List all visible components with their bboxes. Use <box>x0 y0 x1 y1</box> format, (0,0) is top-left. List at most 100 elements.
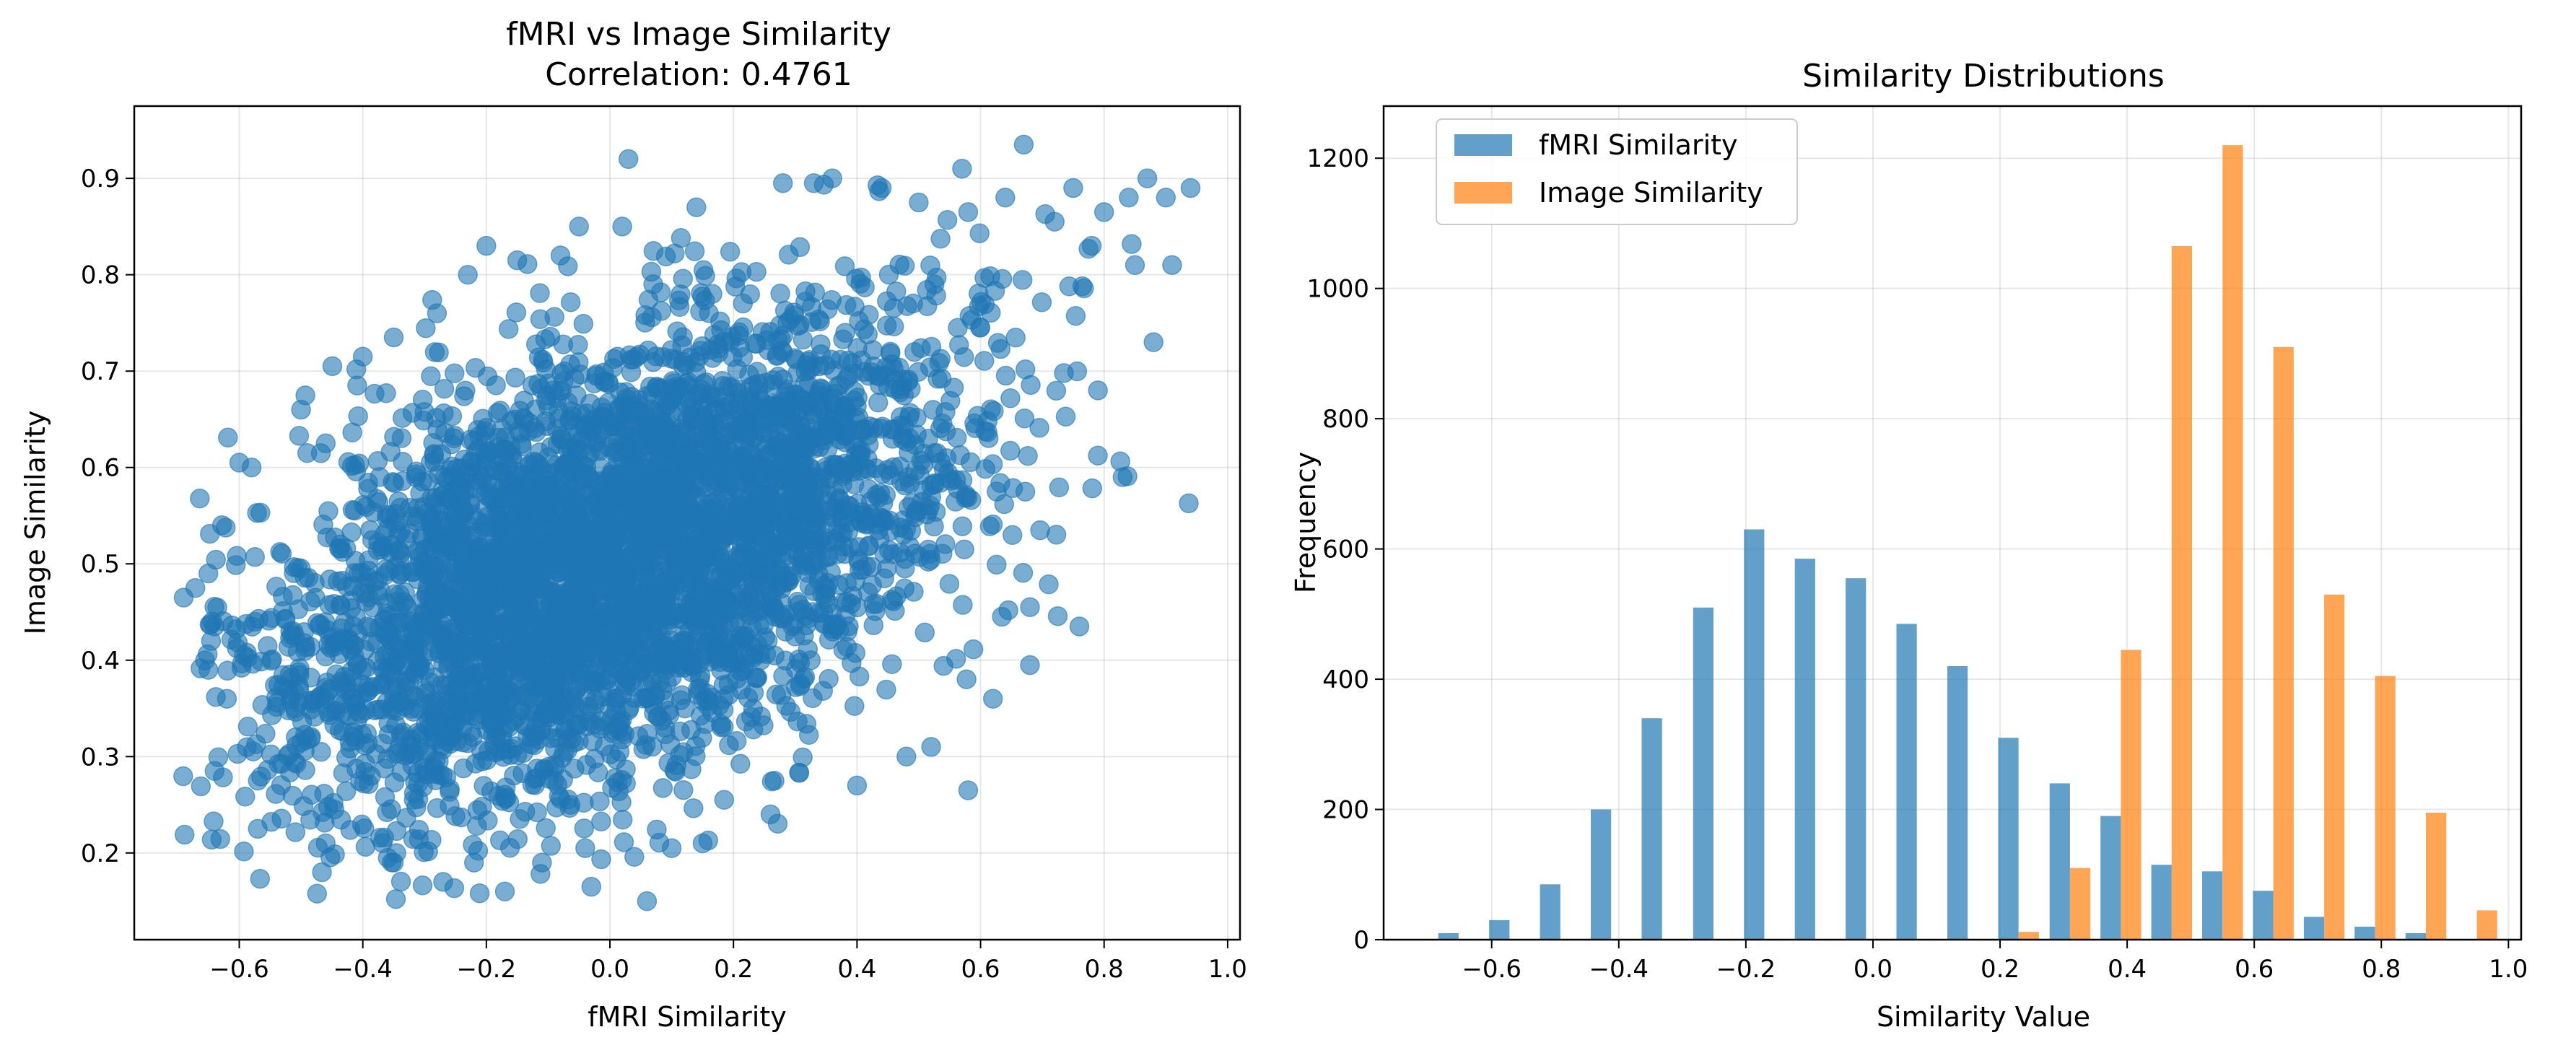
scatter-point <box>681 720 702 740</box>
scatter-point <box>191 776 211 797</box>
scatter-point <box>406 511 427 531</box>
scatter-point <box>897 296 917 316</box>
scatter-point <box>530 309 551 330</box>
scatter-point <box>512 603 533 623</box>
scatter-point <box>883 591 904 611</box>
scatter-x-ticks: −0.6 −0.4 −0.2 0.0 0.2 0.4 0.6 0.8 1.0 <box>209 940 1247 984</box>
scatter-point <box>568 352 589 372</box>
scatter-point <box>460 459 481 479</box>
scatter-point <box>635 313 655 333</box>
scatter-point <box>237 717 258 737</box>
scatter-point <box>922 400 943 420</box>
scatter-point <box>1029 418 1049 438</box>
histogram-bar-image <box>2324 594 2345 940</box>
scatter-point <box>532 852 552 873</box>
histogram-bar-image <box>2273 346 2294 940</box>
scatter-point <box>414 611 435 631</box>
scatter-point <box>454 386 474 406</box>
histogram-bar-fmri <box>2354 927 2375 940</box>
scatter-point <box>803 688 823 709</box>
scatter-point <box>641 261 662 282</box>
scatter-point <box>612 722 632 743</box>
histogram-bar-fmri <box>1744 529 1765 940</box>
scatter-point <box>390 543 411 564</box>
scatter-point <box>409 820 429 840</box>
scatter-point <box>921 737 941 757</box>
histogram-y-tick-label: 800 <box>1322 405 1369 434</box>
scatter-point <box>383 327 404 348</box>
scatter-y-tick-label: 0.5 <box>81 550 120 579</box>
scatter-point <box>716 523 736 543</box>
scatter-panel: fMRI vs Image Similarity Correlation: 0.… <box>19 16 1247 1033</box>
scatter-point <box>871 178 892 198</box>
scatter-point <box>291 399 311 420</box>
scatter-point <box>487 506 507 526</box>
scatter-point <box>469 883 490 904</box>
histogram-x-tick-label: 0.6 <box>2235 955 2274 984</box>
scatter-point <box>769 315 790 336</box>
scatter-point <box>439 488 460 508</box>
scatter-point <box>570 626 591 647</box>
scatter-point <box>486 652 506 673</box>
scatter-point <box>512 436 532 457</box>
scatter-point <box>612 809 633 830</box>
scatter-point <box>352 582 372 603</box>
scatter-point <box>616 759 636 779</box>
scatter-point <box>380 442 401 462</box>
scatter-point <box>969 223 990 244</box>
scatter-point <box>557 594 578 615</box>
scatter-point <box>872 416 893 437</box>
scatter-point <box>686 451 707 471</box>
scatter-point <box>449 474 470 494</box>
scatter-x-tick-label: 0.2 <box>714 955 753 984</box>
scatter-point <box>444 363 465 383</box>
scatter-point <box>954 539 974 559</box>
scatter-point <box>1112 467 1133 487</box>
scatter-point <box>872 463 893 484</box>
scatter-point <box>1012 270 1033 290</box>
scatter-point <box>839 537 860 558</box>
scatter-point <box>1067 361 1088 382</box>
histogram-bar-fmri <box>1438 933 1459 940</box>
histogram-y-tick-label: 1200 <box>1306 144 1369 173</box>
scatter-point <box>383 471 403 492</box>
scatter-point <box>805 538 826 558</box>
scatter-point <box>1082 478 1103 499</box>
histogram-title: Similarity Distributions <box>1802 58 2165 95</box>
scatter-point <box>946 491 966 512</box>
scatter-point <box>352 346 373 367</box>
scatter-point <box>711 320 731 341</box>
scatter-point <box>215 517 236 538</box>
scatter-point <box>198 660 219 680</box>
scatter-point <box>987 554 1007 575</box>
scatter-point <box>529 442 550 463</box>
scatter-point <box>844 696 865 716</box>
scatter-point <box>619 580 639 600</box>
scatter-point <box>792 453 813 473</box>
scatter-y-tick-label: 0.2 <box>81 839 120 868</box>
histogram-bar-fmri <box>1947 666 1968 940</box>
scatter-point <box>963 639 984 660</box>
scatter-point <box>738 387 759 407</box>
scatter-point <box>295 760 315 780</box>
scatter-point <box>618 416 638 437</box>
scatter-point <box>594 735 615 756</box>
scatter-point <box>799 349 820 370</box>
scatter-point <box>714 482 735 503</box>
scatter-point <box>590 457 611 478</box>
scatter-point <box>541 635 562 656</box>
scatter-point <box>250 868 271 889</box>
scatter-point <box>761 771 782 792</box>
scatter-point <box>815 588 836 609</box>
scatter-point <box>905 503 925 523</box>
scatter-point <box>980 266 1000 287</box>
histogram-bar-fmri <box>2100 816 2121 940</box>
scatter-point <box>746 668 766 688</box>
scatter-point <box>173 766 193 787</box>
scatter-point <box>305 572 325 593</box>
scatter-point <box>725 649 745 669</box>
scatter-point <box>557 740 577 761</box>
scatter-point <box>650 477 671 498</box>
scatter-point <box>803 173 824 193</box>
scatter-point <box>940 390 961 411</box>
